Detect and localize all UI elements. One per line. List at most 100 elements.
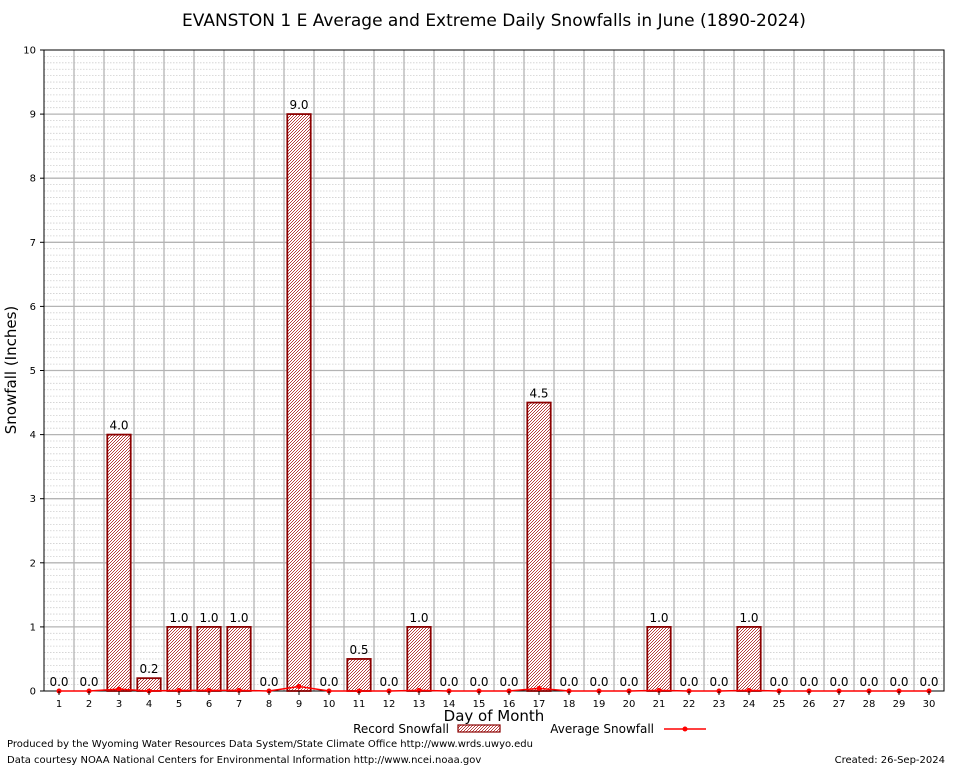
legend-record-swatch: [457, 724, 501, 733]
x-tick-label: 15: [473, 699, 486, 710]
x-tick-label: 6: [206, 699, 212, 710]
y-tick-label: 5: [30, 366, 36, 377]
x-tick-label: 17: [533, 699, 546, 710]
x-tick-label: 8: [266, 699, 272, 710]
average-point-day-7: [236, 687, 242, 693]
footer-created: Created: 26-Sep-2024: [835, 755, 945, 766]
bar-day-7: [226, 626, 252, 692]
bar-label-day-15: 0.0: [469, 675, 488, 689]
bar-label-day-14: 0.0: [439, 675, 458, 689]
y-tick-label: 2: [30, 558, 36, 569]
x-tick-label: 10: [323, 699, 336, 710]
average-point-day-3: [116, 686, 122, 692]
x-tick-label: 29: [893, 699, 906, 710]
x-tick-label: 28: [863, 699, 876, 710]
bar-day-17: [526, 401, 552, 692]
bar-label-day-21: 1.0: [649, 611, 668, 625]
x-tick-label: 1: [56, 699, 62, 710]
x-tick-label: 13: [413, 699, 426, 710]
x-tick-label: 30: [923, 699, 936, 710]
average-point-day-13: [416, 687, 422, 693]
y-tick-label: 9: [30, 110, 36, 121]
bar-label-day-6: 1.0: [199, 611, 218, 625]
y-tick-label: 6: [30, 302, 36, 313]
x-tick-label: 12: [383, 699, 396, 710]
x-tick-label: 3: [116, 699, 122, 710]
average-line: [56, 684, 932, 694]
x-tick-label: 14: [443, 699, 456, 710]
average-point-day-21: [656, 687, 662, 693]
y-tick-label: 8: [30, 174, 36, 185]
average-point-day-9: [296, 684, 302, 690]
legend: Record Snowfall Average Snowfall: [353, 722, 706, 736]
average-point-day-5: [176, 687, 182, 693]
bar-label-day-19: 0.0: [589, 675, 608, 689]
bar-label-day-2: 0.0: [79, 675, 98, 689]
bar-label-day-28: 0.0: [859, 675, 878, 689]
x-tick-label: 4: [146, 699, 152, 710]
footer-data-courtesy: Data courtesy NOAA National Centers for …: [7, 755, 481, 766]
legend-average-label: Average Snowfall: [550, 722, 654, 736]
bar-label-day-4: 0.2: [139, 662, 158, 676]
chart-title: EVANSTON 1 E Average and Extreme Daily S…: [182, 11, 806, 31]
bar-label-day-22: 0.0: [679, 675, 698, 689]
y-tick-label: 0: [30, 687, 36, 698]
bar-label-day-17: 4.5: [529, 387, 548, 401]
x-tick-label: 11: [353, 699, 366, 710]
bars: [106, 113, 762, 692]
bar-label-day-12: 0.0: [379, 675, 398, 689]
bar-label-day-1: 0.0: [49, 675, 68, 689]
x-tick-label: 2: [86, 699, 92, 710]
y-axis-ticks: 0 1 2 3 4 5 6 7 8 9 10: [23, 46, 44, 698]
average-series-line: [59, 685, 929, 692]
average-point-day-17: [536, 685, 542, 691]
legend-average-marker: [682, 726, 688, 732]
bar-label-day-23: 0.0: [709, 675, 728, 689]
bar-day-13: [406, 626, 432, 692]
x-tick-label: 24: [743, 699, 756, 710]
x-tick-label: 26: [803, 699, 816, 710]
bar-label-day-25: 0.0: [769, 675, 788, 689]
bar-day-21: [646, 626, 672, 692]
grid: [44, 50, 944, 691]
bar-label-day-20: 0.0: [619, 675, 638, 689]
x-tick-label: 5: [176, 699, 182, 710]
bar-label-day-24: 1.0: [739, 611, 758, 625]
bar-label-day-5: 1.0: [169, 611, 188, 625]
x-tick-label: 27: [833, 699, 846, 710]
x-tick-label: 23: [713, 699, 726, 710]
bar-label-day-10: 0.0: [319, 675, 338, 689]
average-point-day-24: [746, 687, 752, 693]
legend-record-label: Record Snowfall: [353, 722, 449, 736]
y-tick-label: 7: [30, 238, 36, 249]
average-point-day-6: [206, 687, 212, 693]
x-tick-label: 7: [236, 699, 242, 710]
x-axis-ticks: 1 2 3 4 5 6 7 8 9 10 11 12 13 14 15 16 17 18 19 20 21 22 23 24 2…: [56, 691, 936, 710]
y-tick-label: 4: [30, 430, 36, 441]
bar-label-day-18: 0.0: [559, 675, 578, 689]
bar-label-day-11: 0.5: [349, 643, 368, 657]
bar-label-day-9: 9.0: [289, 98, 308, 112]
bar-label-day-13: 1.0: [409, 611, 428, 625]
bar-day-11: [346, 658, 372, 692]
bar-label-day-29: 0.0: [889, 675, 908, 689]
bar-day-3: [106, 433, 132, 692]
bar-label-day-16: 0.0: [499, 675, 518, 689]
bar-label-day-27: 0.0: [829, 675, 848, 689]
bar-day-5: [166, 626, 192, 692]
x-tick-label: 16: [503, 699, 516, 710]
x-tick-label: 25: [773, 699, 786, 710]
y-tick-label: 3: [30, 494, 36, 505]
bar-label-day-30: 0.0: [919, 675, 938, 689]
bar-day-6: [196, 626, 222, 692]
x-tick-label: 21: [653, 699, 666, 710]
x-axis-title: Day of Month: [444, 707, 545, 725]
x-tick-label: 22: [683, 699, 696, 710]
bar-label-day-8: 0.0: [259, 675, 278, 689]
bar-day-9: [286, 113, 312, 692]
bar-day-24: [736, 626, 762, 692]
bar-label-day-7: 1.0: [229, 611, 248, 625]
y-tick-label: 10: [23, 46, 36, 57]
x-tick-label: 19: [593, 699, 606, 710]
bar-label-day-26: 0.0: [799, 675, 818, 689]
